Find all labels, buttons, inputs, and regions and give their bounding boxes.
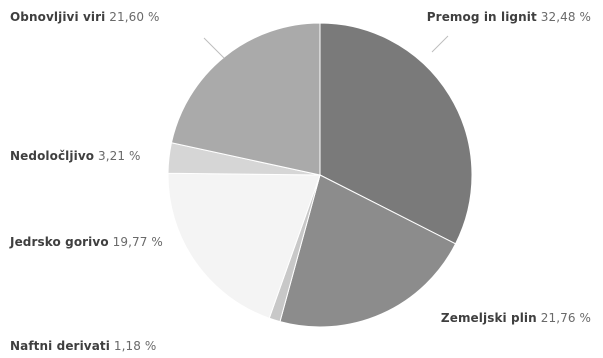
label-name: Jedrsko gorivo (10, 235, 109, 249)
leader-line-0 (203, 37, 225, 59)
leader-line-1 (431, 35, 449, 53)
label-value: 21,60 % (109, 10, 160, 24)
label-name: Obnovljivi viri (10, 10, 106, 24)
pie-slice-5 (170, 22, 321, 176)
label-naftni-derivati: Naftni derivati 1,18 % (10, 339, 156, 353)
pie-slices (167, 22, 473, 328)
label-value: 19,77 % (112, 235, 163, 249)
label-value: 21,76 % (540, 311, 591, 325)
label-jedrsko-gorivo: Jedrsko gorivo 19,77 % (10, 235, 163, 249)
pie-slice-1 (279, 174, 457, 328)
label-premog-in-lignit: Premog in lignit 32,48 % (427, 10, 591, 24)
label-name: Nedoločljivo (10, 149, 95, 163)
label-nedolocljivo: Nedoločljivo 3,21 % (10, 149, 141, 163)
label-value: 1,18 % (113, 339, 157, 353)
leader-lines (203, 35, 449, 59)
label-name: Naftni derivati (10, 339, 110, 353)
label-name: Premog in lignit (426, 10, 537, 24)
label-obnovljivi-viri: Obnovljivi viri 21,60 % (10, 10, 160, 24)
label-value: 3,21 % (98, 149, 141, 163)
pie-slice-0 (319, 22, 473, 245)
label-value: 32,48 % (540, 10, 591, 24)
label-name: Zemeljski plin (440, 311, 537, 325)
label-zemeljski-plin: Zemeljski plin 21,76 % (441, 311, 591, 325)
pie-slice-3 (167, 172, 321, 319)
